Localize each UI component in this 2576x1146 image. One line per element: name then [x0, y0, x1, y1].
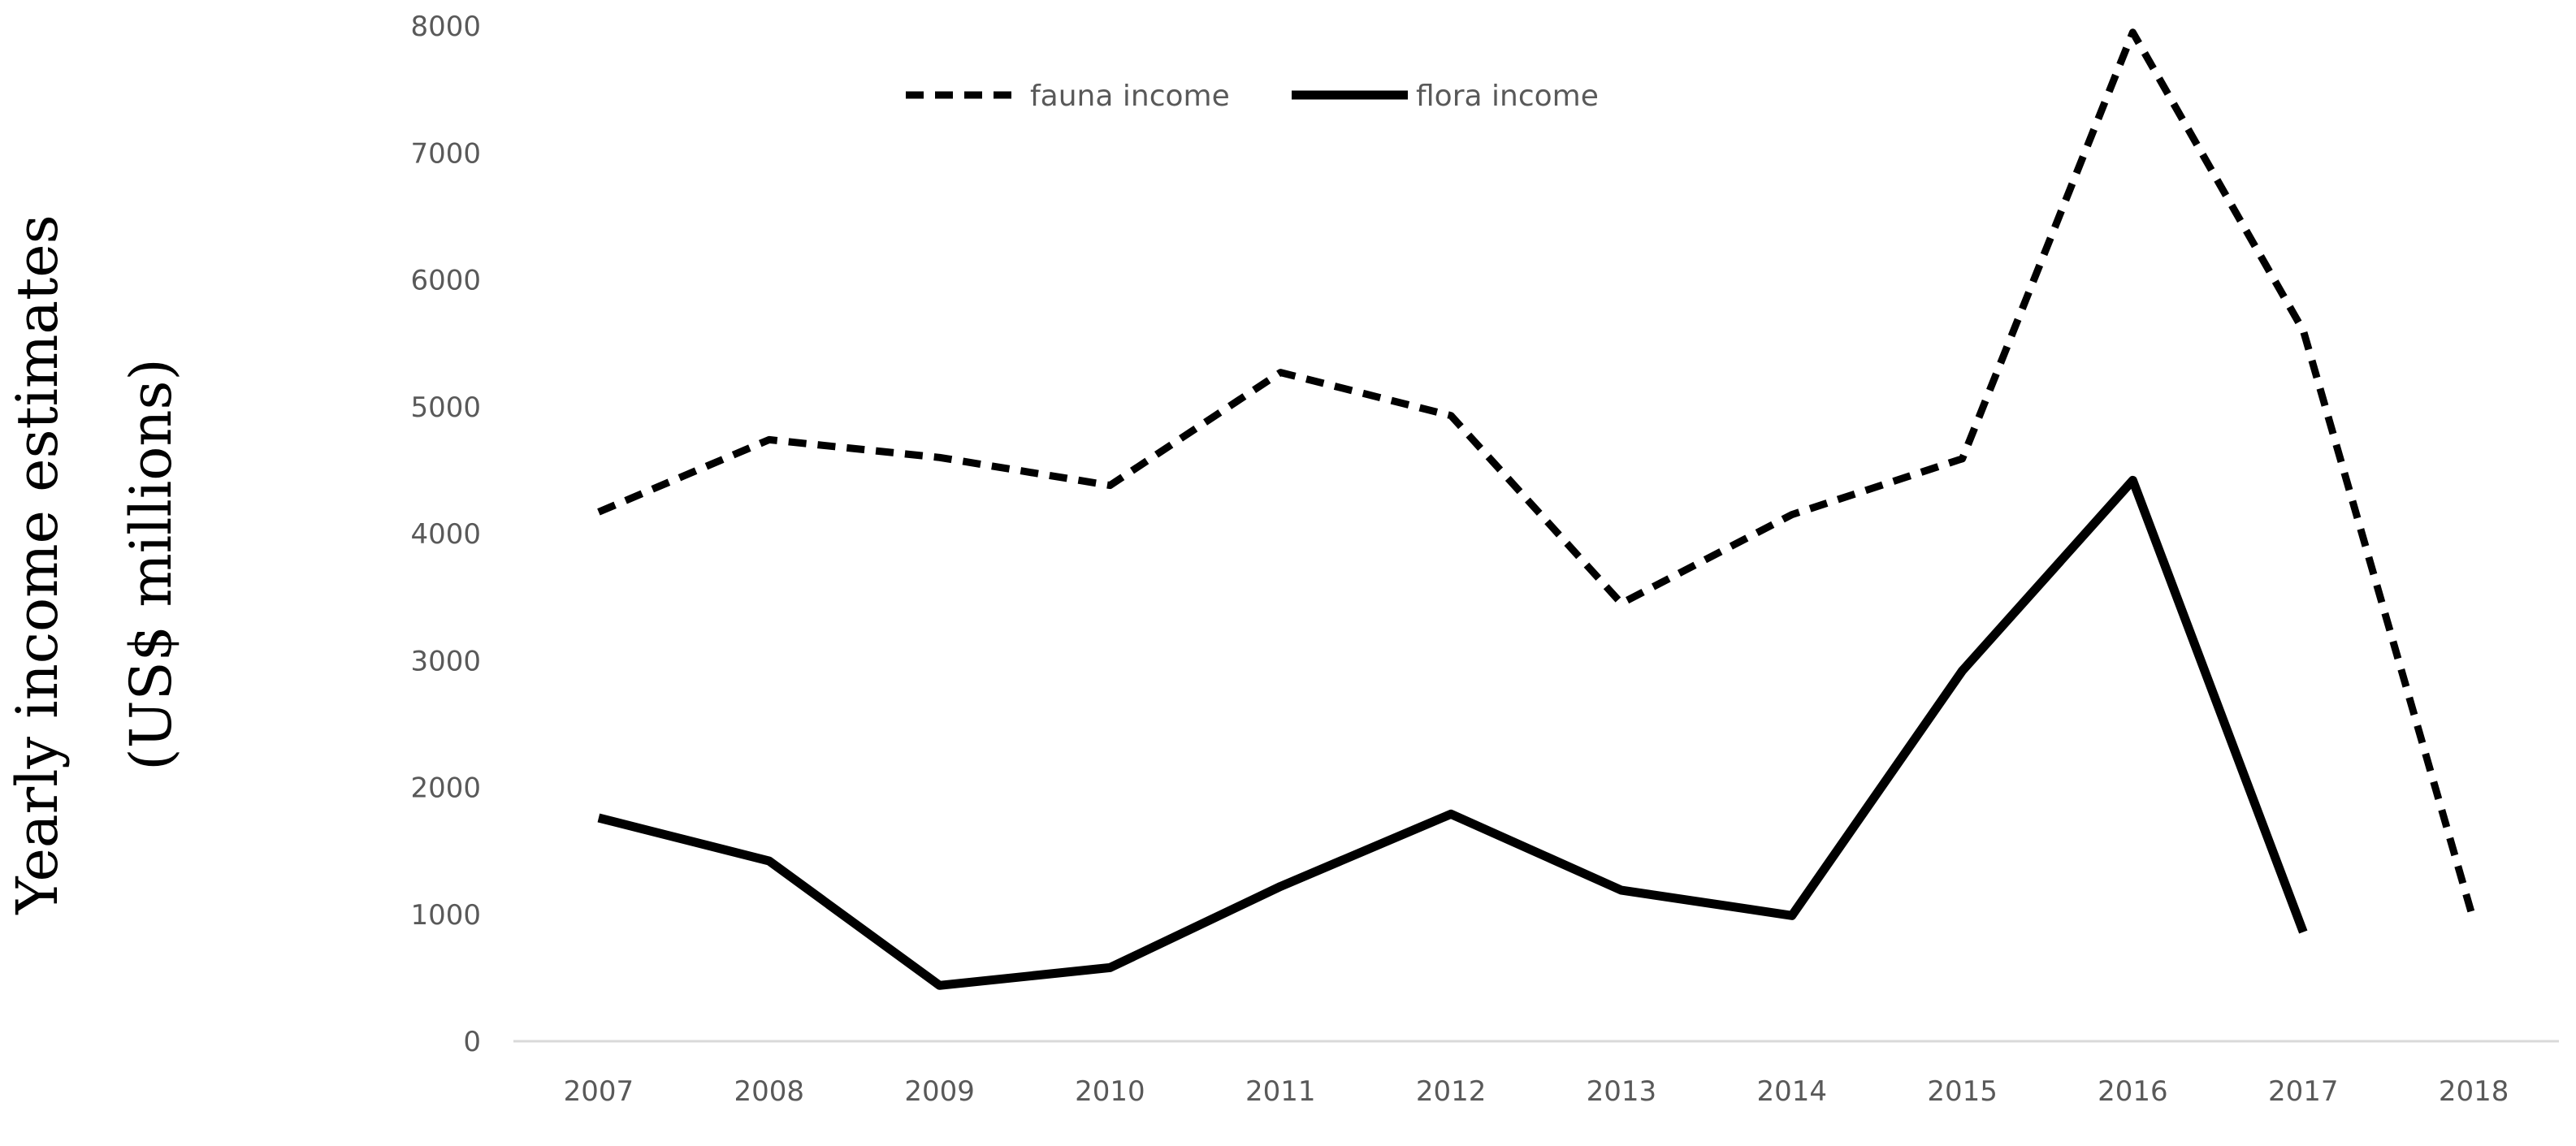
- x-tick-label: 2018: [2439, 1075, 2509, 1108]
- x-tick-label: 2008: [734, 1075, 804, 1108]
- data-point-fauna-income: [2473, 920, 2474, 922]
- y-axis-title-line-2: (US$ millions): [118, 358, 184, 770]
- data-point-fauna-income: [1621, 603, 1622, 604]
- series-line-fauna-income: [597, 28, 2478, 922]
- y-tick-label: 3000: [410, 645, 481, 677]
- x-tick-label: 2014: [1756, 1075, 1827, 1108]
- legend: fauna income flora income: [906, 80, 1599, 113]
- legend-label: fauna income: [1030, 80, 1230, 113]
- y-tick-label: 8000: [410, 11, 481, 43]
- x-tick-label: 2017: [2268, 1075, 2339, 1108]
- x-tick-label: 2010: [1075, 1075, 1145, 1108]
- x-tick-label: 2016: [2098, 1075, 2168, 1108]
- y-axis-title: Yearly income estimates (US$ millions): [4, 214, 184, 915]
- y-tick-label: 4000: [410, 518, 481, 551]
- series-lines: [597, 28, 2478, 990]
- y-tick-label: 2000: [410, 772, 481, 805]
- x-tick-label: 2015: [1927, 1075, 1998, 1108]
- x-tick-label: 2013: [1587, 1075, 1657, 1108]
- y-tick-label: 1000: [410, 899, 481, 932]
- y-tick-label: 0: [463, 1026, 481, 1058]
- y-tick-label: 7000: [410, 137, 481, 170]
- x-tick-label: 2012: [1416, 1075, 1487, 1108]
- x-tick-label: 2009: [904, 1075, 975, 1108]
- y-tick-label: 6000: [410, 265, 481, 297]
- y-tick-label: 5000: [410, 391, 481, 424]
- y-axis-title-line-1: Yearly income estimates: [4, 214, 71, 915]
- legend-label: flora income: [1416, 80, 1599, 113]
- data-point-fauna-income: [2302, 330, 2304, 331]
- x-tick-label: 2007: [564, 1075, 634, 1108]
- x-tick-label: 2011: [1245, 1075, 1316, 1108]
- y-axis-ticks: 0 1000 2000 3000 4000 5000 6000 7000 8000: [410, 11, 481, 1058]
- series-line-flora-income: [597, 475, 2308, 990]
- x-axis-ticks: 2007 2008 2009 2010 2011 2012 2013 2014 2015 2016…: [564, 1075, 2509, 1108]
